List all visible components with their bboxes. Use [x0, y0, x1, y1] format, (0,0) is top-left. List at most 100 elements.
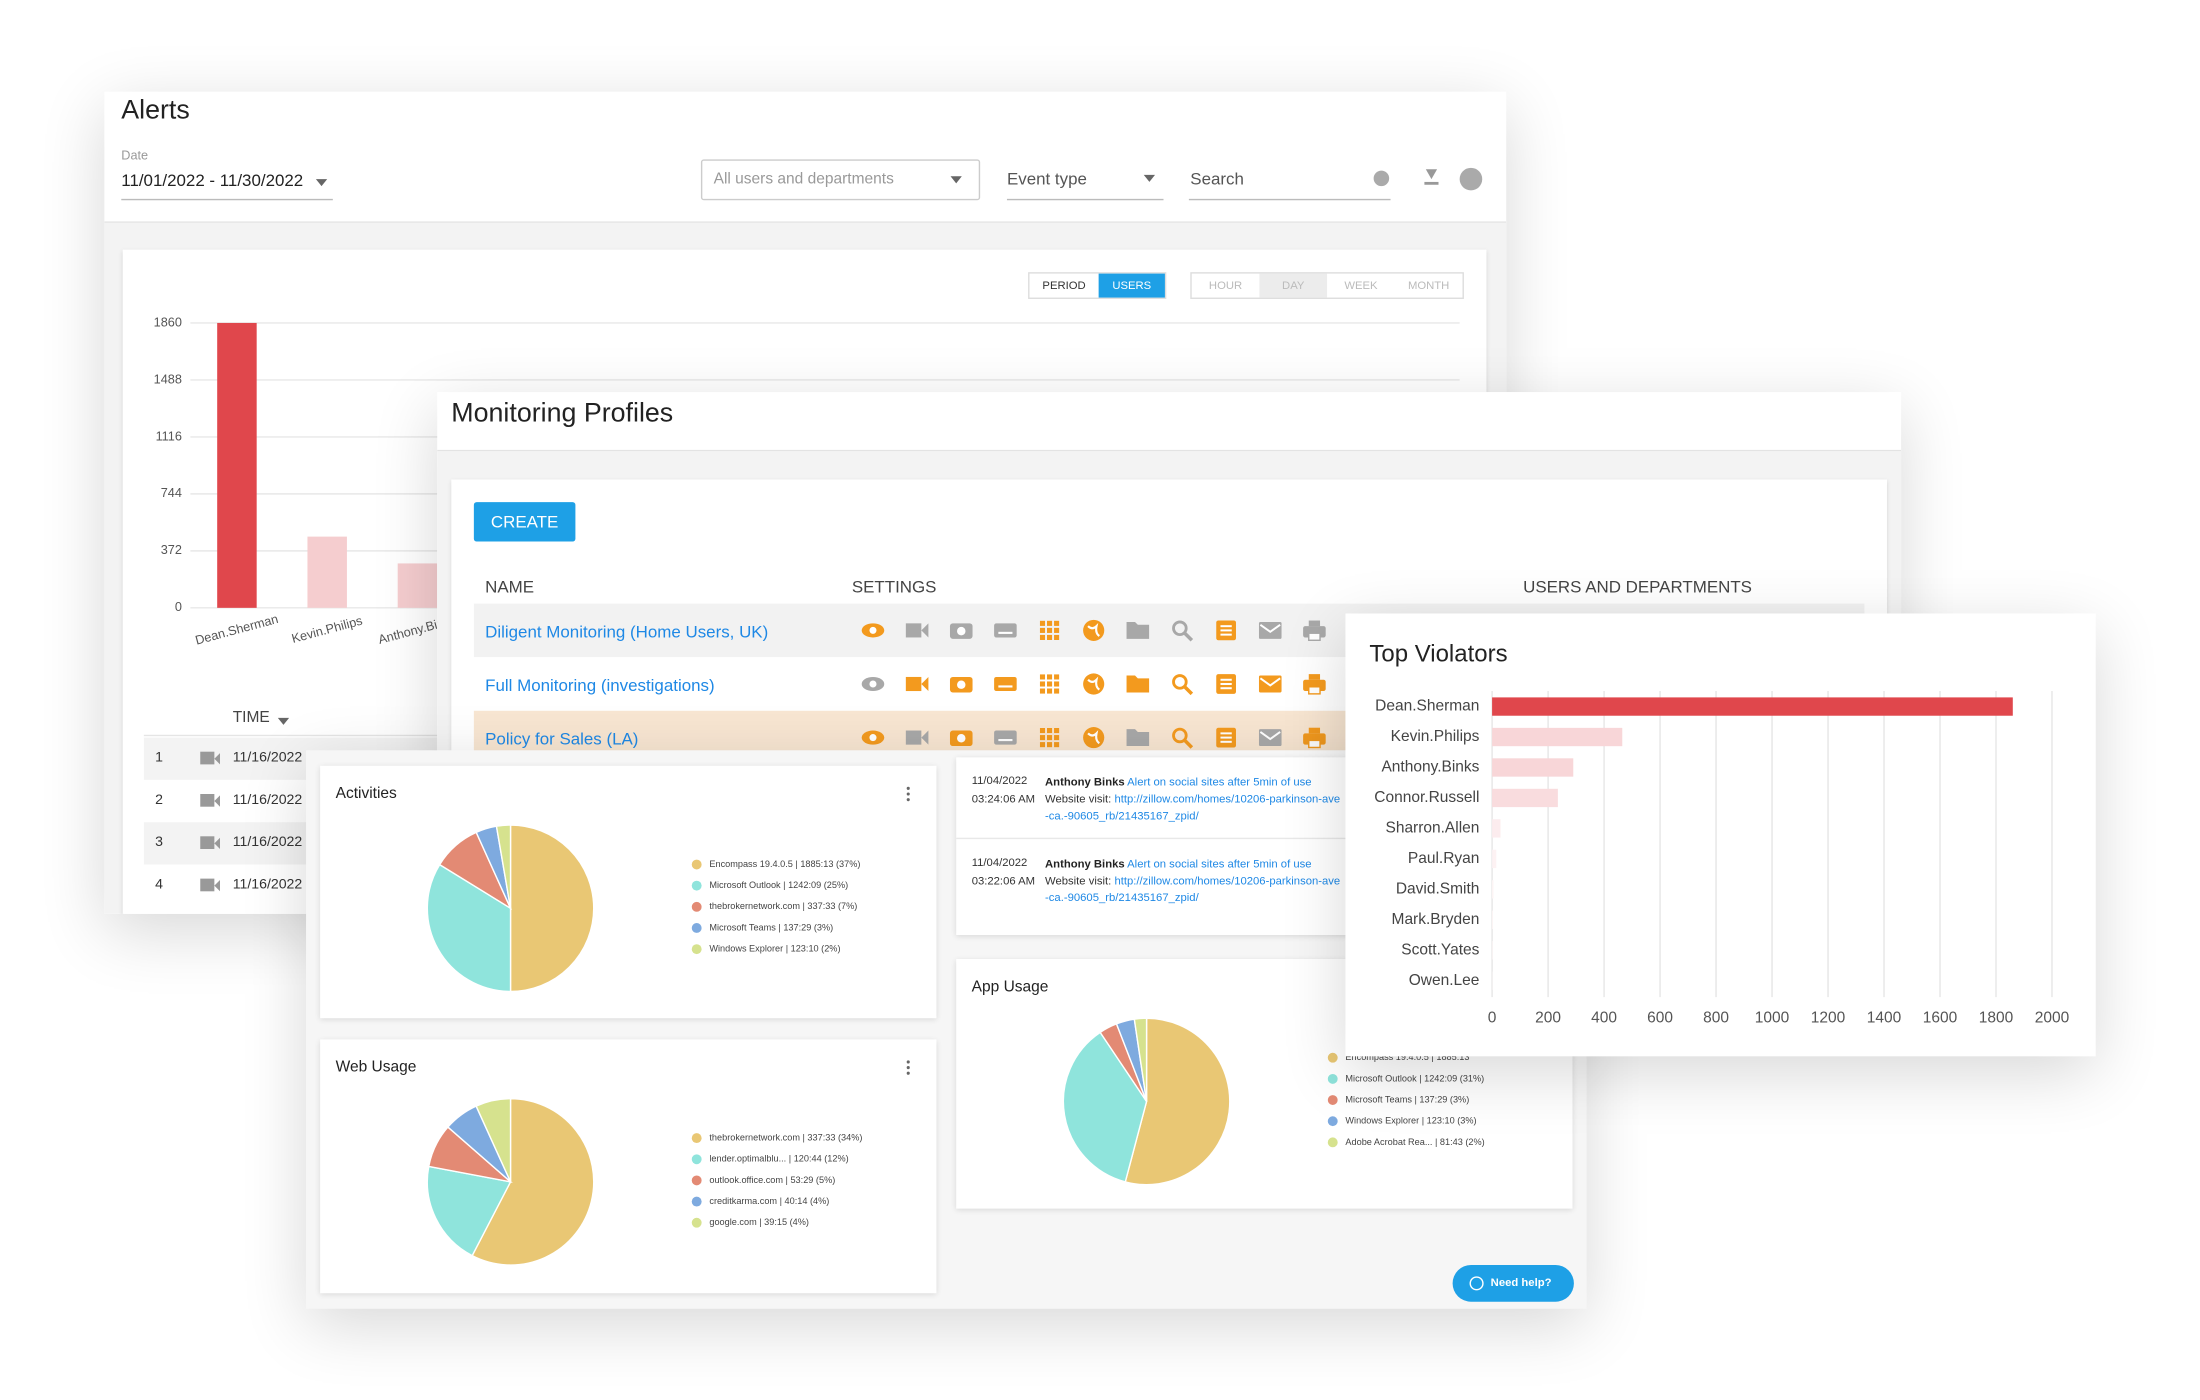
video-icon-lens: [214, 753, 221, 765]
toggle-active[interactable]: USERS: [1098, 273, 1165, 298]
legend-swatch: [691, 901, 702, 912]
setting-icon: [861, 676, 885, 692]
toggle[interactable]: PERIOD: [1042, 279, 1086, 292]
x-tick-label: Dean.Sherman: [194, 612, 280, 648]
feed-date: 11/04/2022: [971, 856, 1028, 869]
info-icon: [1373, 170, 1390, 187]
pie-slice: [475, 1097, 512, 1183]
legend-swatch: [1327, 1137, 1338, 1148]
underline: [1188, 198, 1391, 201]
menu-dot: [906, 786, 910, 790]
date-range[interactable]: 11/01/2022 - 11/30/2022: [121, 170, 304, 191]
search[interactable]: Search: [1190, 169, 1244, 189]
y-tick-label: Dean.Sherman: [1375, 698, 1479, 715]
legend-label: Encompass 19.4.0.5 | 1885:13: [1345, 1052, 1469, 1062]
row-date: 11/16/2022: [232, 877, 303, 893]
y-tick-label: Owen.Lee: [1409, 972, 1480, 989]
setting-icon: [1303, 674, 1326, 695]
legend-label: Microsoft Outlook | 1242:09 (31%): [1345, 1073, 1484, 1083]
video-icon-lens: [214, 795, 221, 807]
chart: App Usage Encompass 19.4.0.5 | 1885:13 Mic…: [972, 978, 1546, 1186]
setting-icon: [1216, 674, 1236, 694]
window-title: Monitoring Profiles: [451, 399, 674, 429]
column-header: NAME: [485, 576, 535, 597]
window-title: Alerts: [121, 95, 190, 126]
setting-icon: [1083, 727, 1105, 749]
chart: Activities Encompass 19.4.0.5 | 1885:13 (…: [336, 785, 910, 993]
y-tick-label: 744: [161, 486, 182, 500]
setting-icon: [1126, 729, 1150, 747]
help-icon[interactable]: [1459, 167, 1483, 191]
bar: [1492, 880, 1494, 899]
event-type[interactable]: Event type: [1006, 169, 1087, 189]
feed-entry: Anthony Binks Alert on social sites afte…: [1045, 774, 1341, 825]
setting-icon: [1083, 619, 1105, 641]
activities-card: Activities Encompass 19.4.0.5 | 1885:13 (…: [320, 765, 937, 1019]
dashboard-window: Activities Encompass 19.4.0.5 | 1885:13 (…: [306, 750, 1587, 1309]
legend-swatch: [691, 1154, 702, 1165]
pie-slice: [509, 824, 595, 993]
legend-swatch: [1327, 1095, 1338, 1105]
help-icon: [1469, 1276, 1484, 1291]
pie-slice: [1062, 1031, 1148, 1183]
x-tick-label: 1600: [1923, 1009, 1958, 1026]
setting-icon: [861, 730, 885, 745]
pie-slice: [1133, 1017, 1148, 1102]
setting-icon: [1126, 621, 1150, 639]
video-icon: [200, 836, 215, 850]
feed-url[interactable]: http://zillow.com/homes/10206-parkinson-…: [1045, 874, 1341, 905]
bar: [1492, 849, 1497, 869]
toggle[interactable]: DAY: [1259, 273, 1328, 298]
bar: [1492, 727, 1623, 747]
chart: 0 200 400 600 800 1000 1200 1400 1600 1800 2000 Dea…: [1374, 691, 2070, 1026]
card-title: App Usage: [972, 978, 1049, 995]
profile-name[interactable]: Policy for Sales (LA): [485, 729, 639, 749]
video-icon: [200, 751, 215, 765]
x-tick-label: 800: [1703, 1009, 1729, 1026]
toggle[interactable]: MONTH: [1407, 279, 1450, 292]
x-tick-label: 1800: [1979, 1009, 2014, 1026]
toggle-group: PERIOD USERS: [1028, 272, 1167, 299]
feed-url[interactable]: http://zillow.com/homes/10206-parkinson-…: [1045, 792, 1341, 823]
menu-dot: [906, 798, 910, 802]
row-number: 2: [155, 792, 163, 809]
pie-slice: [471, 1097, 595, 1266]
feed-detail: Website visit:: [1045, 792, 1112, 806]
setting-icon: [1083, 673, 1105, 695]
table-header[interactable]: TIME: [232, 709, 270, 727]
legend-label: Windows Explorer | 123:10 (3%): [1345, 1116, 1476, 1126]
feed-date: 11/04/2022: [971, 774, 1028, 787]
feed-entry: Anthony Binks Alert on social sites afte…: [1045, 856, 1341, 907]
profile-name[interactable]: Full Monitoring (investigations): [485, 675, 715, 696]
toggle[interactable]: HOUR: [1208, 279, 1243, 292]
setting-icon: [949, 623, 973, 639]
setting-icon: [1303, 620, 1326, 641]
x-tick-label: 0: [1488, 1009, 1497, 1026]
need-help-button[interactable]: Need help?: [1452, 1265, 1574, 1302]
menu-dot: [906, 1066, 910, 1070]
setting-icon: [1258, 729, 1282, 747]
create-button[interactable]: CREATE: [473, 502, 576, 542]
profile-name[interactable]: Diligent Monitoring (Home Users, UK): [485, 621, 769, 642]
x-tick-label: 1200: [1811, 1009, 1846, 1026]
y-tick-label: 1116: [156, 429, 182, 443]
x-tick-label: 1000: [1755, 1009, 1790, 1026]
legend-label: Microsoft Teams | 137:29 (3%): [709, 922, 833, 932]
x-tick-label: 600: [1647, 1009, 1673, 1026]
need-help-text: Need help?: [1490, 1276, 1552, 1290]
bar: [1492, 941, 1493, 960]
top-violators-window: Top Violators 0 200 400 600 800 1000 1200 1400 16…: [1345, 613, 2096, 1057]
y-tick-label: Connor.Russell: [1374, 789, 1479, 806]
legend-swatch: [691, 880, 702, 891]
menu-dot: [906, 1071, 910, 1075]
users-filter[interactable]: All users and departments: [700, 159, 981, 201]
pie-slice: [426, 1165, 512, 1257]
setting-icon: [1039, 620, 1060, 640]
setting-icon: [905, 676, 929, 692]
legend-label: thebrokernetwork.com | 337:33 (7%): [709, 901, 857, 911]
video-icon-lens: [214, 837, 221, 850]
y-tick-label: 1860: [154, 315, 182, 329]
toggle[interactable]: WEEK: [1344, 279, 1378, 292]
setting-icon: [1039, 674, 1060, 694]
x-tick-label: Kevin.Philips: [290, 614, 364, 646]
